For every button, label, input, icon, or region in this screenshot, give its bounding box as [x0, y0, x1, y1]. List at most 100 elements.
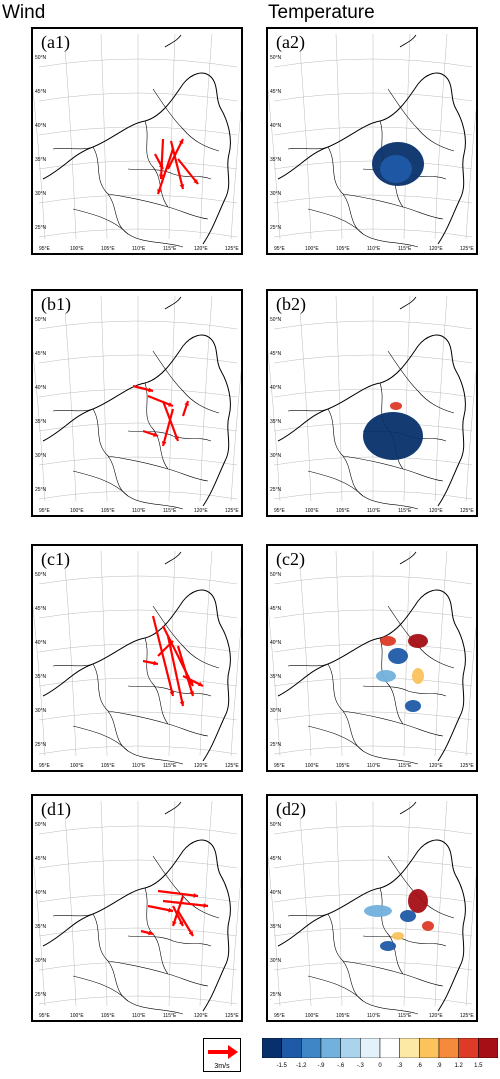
lon-label: 95°E — [39, 246, 51, 252]
lon-label: 125°E — [460, 246, 474, 252]
colorbar-tick-label: -1.2 — [296, 1063, 307, 1069]
lat-label: 50°N — [270, 55, 282, 61]
panel-d1: 50°N 45°N 40°N 35°N 30°N 25°N 95°E 100°E 105°E 11… — [31, 794, 243, 1022]
lat-label: 35°N — [35, 924, 47, 930]
colorbar-tick-label: -.9 — [317, 1063, 325, 1069]
wind-arrow — [147, 394, 174, 408]
lon-label: 100°E — [305, 508, 319, 514]
lon-label: 95°E — [274, 1013, 286, 1019]
lon-label: 125°E — [460, 1013, 474, 1019]
lat-label: 40°N — [270, 123, 282, 129]
wind-arrow — [156, 148, 175, 195]
lat-label: 40°N — [35, 890, 47, 896]
lat-label: 40°N — [270, 640, 282, 646]
colorbar-tick-label: -.3 — [356, 1063, 364, 1069]
lon-label: 100°E — [70, 508, 84, 514]
lon-label: 105°E — [101, 508, 115, 514]
lon-label: 110°E — [367, 246, 381, 252]
reference-vector-box: 3m/s — [203, 1038, 241, 1072]
map-b2: 50°N 45°N 40°N 35°N 30°N 25°N 95°E 100°E 105°E 11… — [268, 295, 476, 514]
lon-label: 110°E — [132, 508, 146, 514]
lon-label: 110°E — [132, 246, 146, 252]
lon-label: 125°E — [460, 508, 474, 514]
panel-b2: 50°N 45°N 40°N 35°N 30°N 25°N 95°E 100°E 105°E 11… — [266, 289, 478, 517]
temperature-anomaly — [380, 941, 396, 951]
map-c2: 50°N 45°N 40°N 35°N 30°N 25°N 95°E 100°E 105°E 11… — [268, 550, 476, 769]
panel-label-b2: (b2) — [274, 294, 308, 314]
lon-label: 105°E — [336, 1013, 350, 1019]
lat-label: 45°N — [35, 351, 47, 357]
wind-arrow — [171, 895, 185, 927]
temperature-colorbar — [262, 1038, 498, 1058]
lon-label: 105°E — [336, 508, 350, 514]
lat-label: 30°N — [270, 453, 282, 459]
lat-label: 30°N — [270, 708, 282, 714]
panel-label-d2: (d2) — [274, 799, 308, 819]
wind-arrow — [132, 384, 154, 393]
colorbar-tick-label: -.6 — [337, 1063, 345, 1069]
lon-label: 110°E — [132, 763, 146, 769]
temperature-anomaly — [392, 932, 404, 940]
wind-arrow — [142, 659, 159, 666]
lon-label: 95°E — [39, 1013, 51, 1019]
lat-label: 25°N — [35, 225, 47, 231]
temperature-anomaly — [363, 412, 423, 460]
map-b1: 50°N 45°N 40°N 35°N 30°N 25°N 95°E 100°E 105°E 11… — [33, 295, 241, 514]
lat-label: 25°N — [35, 742, 47, 748]
colorbar-bin — [360, 1038, 381, 1058]
lat-label: 50°N — [35, 572, 47, 578]
colorbar-bin — [262, 1038, 282, 1058]
wind-arrow — [172, 905, 184, 927]
wind-column-title: Wind — [2, 2, 46, 23]
colorbar-bin — [419, 1038, 440, 1058]
lat-label: 30°N — [270, 191, 282, 197]
lat-label: 45°N — [270, 606, 282, 612]
temperature-anomaly — [380, 636, 396, 646]
temperature-anomaly — [422, 921, 434, 931]
lon-label: 100°E — [305, 763, 319, 769]
colorbar-bin — [301, 1038, 322, 1058]
wind-arrow — [167, 138, 184, 170]
lon-label: 120°E — [194, 508, 208, 514]
lat-label: 50°N — [270, 822, 282, 828]
panel-label-b1: (b1) — [39, 294, 73, 314]
lon-label: 110°E — [367, 763, 381, 769]
lon-label: 110°E — [367, 508, 381, 514]
colorbar-tick-label: .6 — [416, 1063, 422, 1069]
colorbar-bin — [399, 1038, 420, 1058]
lon-label: 105°E — [101, 1013, 115, 1019]
lon-label: 95°E — [274, 763, 286, 769]
lon-label: 125°E — [225, 246, 239, 252]
lat-label: 30°N — [35, 453, 47, 459]
lon-label: 100°E — [70, 763, 84, 769]
wind-arrow — [157, 889, 199, 898]
temperature-anomaly — [376, 670, 396, 682]
lon-label: 120°E — [194, 246, 208, 252]
lon-label: 115°E — [163, 508, 177, 514]
lon-label: 105°E — [101, 246, 115, 252]
lat-label: 30°N — [35, 958, 47, 964]
temperature-anomaly — [388, 648, 408, 664]
colorbar-tick-label: 0 — [378, 1063, 382, 1069]
lat-label: 35°N — [270, 419, 282, 425]
lon-label: 110°E — [132, 1013, 146, 1019]
wind-arrow — [177, 158, 199, 185]
temperature-anomaly — [380, 155, 412, 183]
lat-label: 35°N — [270, 157, 282, 163]
lat-label: 35°N — [35, 419, 47, 425]
lon-label: 115°E — [398, 246, 412, 252]
map-d2: 50°N 45°N 40°N 35°N 30°N 25°N 95°E 100°E 105°E 11… — [268, 800, 476, 1019]
lon-label: 120°E — [194, 763, 208, 769]
temperature-anomaly — [405, 700, 421, 712]
lat-label: 25°N — [270, 992, 282, 998]
wind-arrow — [177, 910, 194, 937]
wind-arrow — [154, 153, 164, 170]
lon-label: 105°E — [336, 763, 350, 769]
panel-label-a1: (a1) — [39, 32, 72, 52]
lat-label: 45°N — [270, 351, 282, 357]
temperature-anomaly — [412, 668, 424, 684]
wind-arrow — [157, 640, 174, 657]
lat-label: 45°N — [270, 89, 282, 95]
map-a2: 50°N 45°N 40°N 35°N 30°N 25°N 95°E 100°E 105°E 11… — [268, 33, 476, 252]
lon-label: 100°E — [305, 246, 319, 252]
